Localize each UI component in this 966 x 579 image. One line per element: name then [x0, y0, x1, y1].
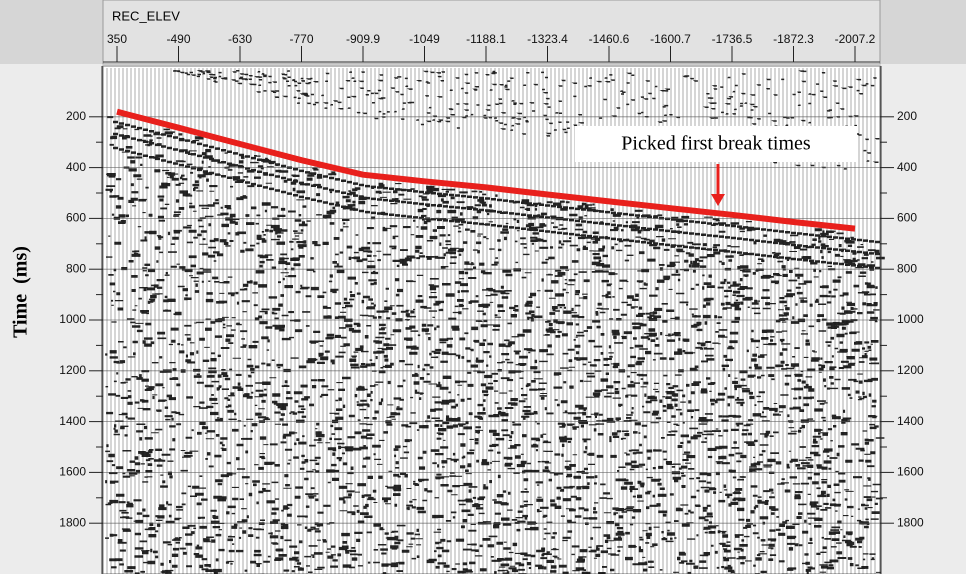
y-tick-label-right: 1200	[897, 363, 924, 377]
y-tick-label-right: 1400	[897, 414, 924, 428]
x-tick-label: -1049	[409, 32, 440, 46]
x-tick-label: -1736.5	[712, 32, 753, 46]
y-tick-label-left: 400	[66, 160, 86, 174]
seismic-chart: 350 -490 -630 -770 -909.9 -1049 -1188.1 -1323.4…	[0, 0, 966, 574]
x-tick-label: 350	[107, 32, 127, 46]
y-tick-label-left: 1000	[59, 312, 86, 326]
x-tick-label: -1872.3	[773, 32, 814, 46]
x-tick-label: -1460.6	[589, 32, 630, 46]
y-tick-label-right: 800	[897, 261, 917, 275]
x-tick-label: -770	[289, 32, 313, 46]
y-tick-label-right: 600	[897, 211, 917, 225]
y-tick-label-left: 1400	[59, 414, 86, 428]
x-tick-label: -1600.7	[650, 32, 691, 46]
y-tick-label-left: 200	[66, 109, 86, 123]
y-tick-label-left: 1200	[59, 363, 86, 377]
x-axis-label: REC_ELEV	[112, 8, 180, 23]
x-tick-label: -1323.4	[527, 32, 568, 46]
y-tick-label-left: 600	[66, 211, 86, 225]
y-tick-label-right: 400	[897, 160, 917, 174]
y-tick-label-right: 1600	[897, 465, 924, 479]
y-axis-label: Time (ms)	[10, 246, 32, 338]
x-tick-label: -490	[166, 32, 190, 46]
x-tick-label: -909.9	[346, 32, 380, 46]
y-tick-label-right: 200	[897, 109, 917, 123]
x-tick-label: -1188.1	[466, 32, 506, 46]
y-tick-label-left: 800	[66, 261, 86, 275]
y-tick-label-left: 1600	[59, 465, 86, 479]
x-tick-label: -630	[228, 32, 252, 46]
x-tick-label: -2007.2	[835, 32, 876, 46]
y-tick-label-right: 1000	[897, 312, 924, 326]
y-tick-label-left: 1800	[59, 515, 86, 529]
annotation-text: Picked first break times	[621, 133, 811, 155]
y-tick-label-right: 1800	[897, 515, 924, 529]
